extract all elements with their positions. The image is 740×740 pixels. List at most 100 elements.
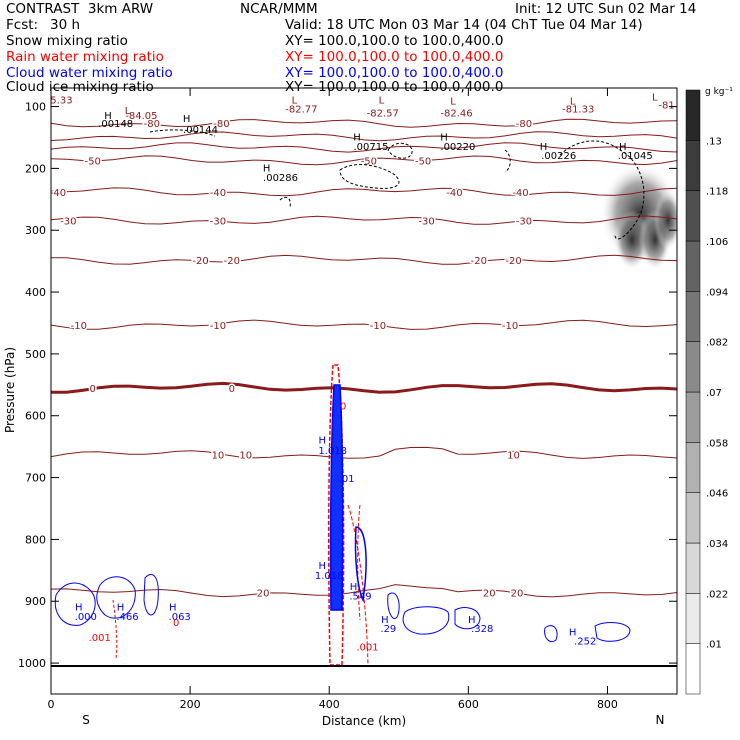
temperature-contour-line bbox=[51, 381, 677, 394]
colorbar-swatch bbox=[685, 442, 701, 493]
temperature-contour-label: 20 bbox=[257, 589, 270, 600]
temperature-contour-line bbox=[51, 319, 677, 330]
snow-contour bbox=[559, 140, 645, 240]
forecast-label: Fcst: bbox=[6, 17, 39, 33]
extremum-label: .001 bbox=[356, 643, 378, 654]
y-tick-label: 900 bbox=[25, 595, 46, 608]
extremum-label: L bbox=[652, 92, 658, 103]
field-ice-xy: XY= 100.0,100.0 to 100.0,400.0 bbox=[285, 79, 504, 95]
colorbar-label: .118 bbox=[706, 187, 728, 198]
temperature-contour-label: -10 bbox=[370, 321, 386, 332]
extremum-label: L bbox=[570, 97, 576, 108]
temperature-contour-label: 10 bbox=[507, 451, 520, 462]
x-tick-label: 800 bbox=[597, 698, 618, 711]
snow-contour bbox=[339, 164, 400, 189]
extremum-label: H bbox=[169, 603, 177, 614]
y-tick-label: 100 bbox=[25, 101, 46, 114]
temperature-contour-label: 10 bbox=[212, 451, 225, 462]
cloudwater-contour bbox=[454, 607, 481, 630]
colorbar-swatch bbox=[685, 190, 701, 242]
snow-contour bbox=[387, 142, 413, 159]
extremum-label: H bbox=[319, 436, 327, 447]
y-tick-label: 700 bbox=[25, 472, 46, 485]
colorbar-label: .058 bbox=[706, 438, 728, 449]
forecast-hours: 30 h bbox=[50, 17, 81, 33]
temperature-contour-label: 0 bbox=[229, 384, 235, 395]
colorbar-swatch bbox=[685, 643, 701, 695]
y-axis-label: Pressure (hPa) bbox=[3, 347, 17, 433]
extremum-label: H bbox=[381, 615, 389, 626]
extremum-label: 0 bbox=[340, 402, 346, 413]
extremum-label: .00148 bbox=[98, 119, 133, 130]
extremum-label: .001 bbox=[89, 633, 111, 644]
colorbar-unit: g kg⁻¹ bbox=[705, 87, 733, 97]
extremum-label: -81.33 bbox=[562, 105, 594, 116]
temperature-contour-line bbox=[51, 131, 677, 142]
extremum-label: .29 bbox=[380, 624, 396, 635]
temperature-contour-line bbox=[51, 254, 677, 265]
colorbar-label: .07 bbox=[706, 388, 722, 399]
colorbar-label: .094 bbox=[706, 287, 728, 298]
extremum-label: .00144 bbox=[183, 125, 218, 136]
axes: 0 200 400 600 800100200300400500600700800900… bbox=[18, 88, 677, 711]
extremum-label: .063 bbox=[169, 612, 191, 623]
field-snow-name: Snow mixing ratio bbox=[6, 33, 128, 49]
extremum-label: .00715 bbox=[353, 142, 388, 153]
y-tick-label: 400 bbox=[25, 286, 46, 299]
rain-contour bbox=[347, 504, 369, 666]
model-center: NCAR/MMM bbox=[240, 1, 318, 17]
colorbar-label: .022 bbox=[706, 589, 728, 600]
colorbar-label: .106 bbox=[706, 237, 728, 248]
x-tick-label: 400 bbox=[319, 698, 340, 711]
temperature-contour-label: -10 bbox=[210, 321, 226, 332]
colorbar-swatch bbox=[685, 391, 701, 443]
extremum-label: L bbox=[379, 95, 385, 106]
temperature-contour-label: -40 bbox=[210, 188, 226, 199]
y-tick-label: 200 bbox=[25, 162, 46, 175]
valid-time: Valid: 18 UTC Mon 03 Mar 14 (04 ChT Tue … bbox=[285, 17, 643, 33]
temperature-contour-label: 20 bbox=[483, 589, 496, 600]
colorbar-label: .046 bbox=[706, 489, 728, 500]
y-tick-label: 600 bbox=[25, 410, 46, 423]
extremum-label: .01 bbox=[339, 474, 355, 485]
cloudwater-contour bbox=[143, 574, 159, 616]
cloudwater-contour bbox=[387, 592, 400, 619]
snow-contour bbox=[149, 129, 216, 137]
temperature-contour-label: -20 bbox=[471, 256, 487, 267]
colorbar-swatch bbox=[685, 89, 701, 141]
colorbar-swatch bbox=[685, 542, 701, 594]
temperature-contour-label: -50 bbox=[361, 156, 377, 167]
temperature-contour-label: -40 bbox=[512, 188, 528, 199]
extremum-label: .252 bbox=[574, 637, 596, 648]
extremum-label: L bbox=[292, 95, 298, 106]
extremum-label: 1.018 bbox=[318, 446, 347, 457]
temperature-contour-label: -10 bbox=[71, 321, 87, 332]
x-tick-label: 0 bbox=[48, 698, 55, 711]
extrema-annotations: 5.33 L-82.77L-82.57L-82.46L-81.33L-81L-84… bbox=[50, 92, 674, 653]
x-end-label-south: S bbox=[82, 713, 90, 727]
temperature-contour-label: 10 bbox=[239, 451, 252, 462]
temperature-contour-label: -20 bbox=[192, 256, 208, 267]
extremum-label: 5.33 bbox=[50, 95, 72, 106]
extremum-label: -82.46 bbox=[440, 108, 472, 119]
extremum-label: H bbox=[263, 163, 271, 174]
ice-shade-blob bbox=[654, 190, 677, 250]
rain-contour bbox=[357, 504, 361, 621]
cloudwater-contour bbox=[544, 625, 558, 643]
temperature-contour-line bbox=[51, 118, 677, 128]
extremum-label: H bbox=[468, 615, 476, 626]
extremum-label: .466 bbox=[116, 612, 138, 623]
colorbar-label: .13 bbox=[706, 136, 722, 147]
extremum-label: 0 bbox=[173, 618, 179, 629]
extremum-label: .000 bbox=[75, 612, 97, 623]
extremum-label: -82.57 bbox=[367, 108, 399, 119]
colorbar: .01 .022 .034 .046 .058 .07 .082 .094 .106 .118 .1… bbox=[685, 87, 733, 695]
extremum-label: .00226 bbox=[541, 151, 576, 162]
extremum-label: .549 bbox=[349, 591, 371, 602]
temperature-contour-label: -80 bbox=[213, 119, 229, 130]
temperature-contour-label: -30 bbox=[60, 216, 76, 227]
colorbar-label: .01 bbox=[706, 640, 722, 651]
extremum-label: H bbox=[117, 603, 125, 614]
extremum-label: L bbox=[125, 106, 131, 117]
extremum-label: H bbox=[540, 142, 548, 153]
